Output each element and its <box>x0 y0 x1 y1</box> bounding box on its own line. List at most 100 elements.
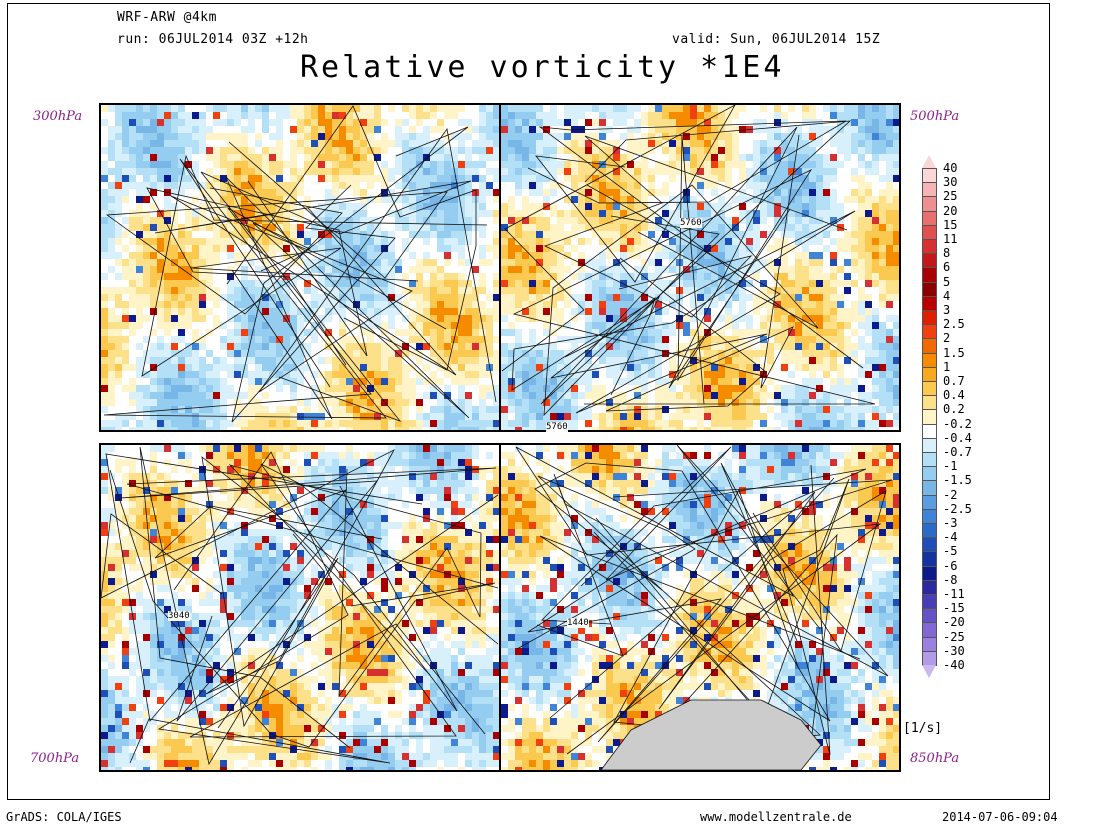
colorbar-swatch <box>922 608 937 624</box>
colorbar-tick-label: 6 <box>943 260 951 275</box>
country-border <box>146 180 368 366</box>
map-panel-700hpa <box>99 443 501 772</box>
colorbar-swatch <box>922 196 937 212</box>
valid-label: valid: Sun, 06JUL2014 15Z <box>672 32 881 47</box>
colorbar-swatch <box>922 508 937 524</box>
colorbar-swatch <box>922 224 937 240</box>
colorbar-tick-label: -11 <box>943 587 965 601</box>
colorbar-swatch <box>922 551 937 567</box>
colorbar-tick-label: -15 <box>943 601 965 616</box>
country-border <box>101 449 499 695</box>
country-border <box>527 477 893 743</box>
country-border <box>201 456 458 729</box>
country-border <box>225 176 470 420</box>
vorticity-field <box>501 105 899 430</box>
terrain-mask <box>600 699 822 770</box>
country-border <box>534 462 861 722</box>
country-border <box>103 158 447 419</box>
colorbar-swatch <box>922 409 937 425</box>
colorbar-swatch <box>922 253 937 269</box>
colorbar-tick-label: 0.2 <box>943 402 965 417</box>
colorbar-tick-label: -0.2 <box>943 416 972 431</box>
contour-label-850: 1440 <box>567 618 589 628</box>
country-border <box>511 210 856 396</box>
colorbar-swatch <box>922 295 937 311</box>
colorbar-swatch <box>922 594 937 610</box>
country-border <box>109 469 496 748</box>
colorbar-tick-label: -5 <box>943 544 958 559</box>
colorbar-tick-label: -30 <box>943 643 965 658</box>
map-panel-300hpa <box>99 103 501 432</box>
country-border <box>541 446 867 625</box>
colorbar-swatch <box>922 338 937 354</box>
country-border <box>540 120 852 405</box>
country-border <box>605 134 800 412</box>
colorbar-swatch <box>922 537 937 553</box>
colorbar-tick-label: -0.4 <box>943 430 972 445</box>
country-border <box>543 184 819 417</box>
colorbar-tick-label: 1 <box>943 359 951 374</box>
colorbar-tick-label: 30 <box>943 175 958 190</box>
footer-website: www.modellzentrale.de <box>700 810 852 824</box>
country-border <box>129 451 391 764</box>
colorbar-swatch <box>922 352 937 368</box>
colorbar-tick-label: 15 <box>943 217 958 232</box>
colorbar-swatch <box>922 281 937 297</box>
colorbar-tick-label: 5 <box>943 274 951 289</box>
country-border <box>501 105 736 372</box>
country-border <box>536 445 889 677</box>
unit-label: [1/s] <box>903 721 943 736</box>
colorbar-tick-label: -4 <box>943 530 958 545</box>
country-border <box>154 171 472 422</box>
vorticity-field <box>101 445 499 770</box>
colorbar-tick-label: -8 <box>943 572 958 587</box>
country-border <box>105 141 448 315</box>
colorbar-swatch <box>922 480 937 496</box>
colorbar-swatch <box>922 395 937 411</box>
colorbar-tick-label: 0.7 <box>943 374 965 388</box>
level-label-500: 500hPa <box>910 109 960 124</box>
colorbar-bottom-arrow <box>922 665 936 678</box>
colorbar-top-arrow <box>922 155 936 168</box>
colorbar-swatch <box>922 437 937 453</box>
colorbar-swatch <box>922 523 937 539</box>
colorbar-swatch <box>922 650 937 666</box>
map-panel-850hpa <box>499 443 901 772</box>
footer-timestamp: 2014-07-06-09:04 <box>942 810 1058 824</box>
colorbar-tick-label: -40 <box>943 658 965 672</box>
colorbar-tick-label: -2 <box>943 487 958 502</box>
map-panel-500hpa <box>499 103 901 432</box>
colorbar-tick-label: -1.5 <box>943 473 972 488</box>
run-label: run: 06JUL2014 03Z +12h <box>117 32 309 47</box>
colorbar-tick-label: -3 <box>943 516 958 530</box>
contour-label-700: 3040 <box>168 611 190 621</box>
colorbar-swatch <box>922 210 937 226</box>
colorbar-tick-label: 25 <box>943 189 958 204</box>
figure-frame <box>7 3 1050 800</box>
level-label-700: 700hPa <box>30 751 80 766</box>
colorbar-swatch <box>922 381 937 397</box>
page-title: Relative vorticity *1E4 <box>300 50 785 85</box>
colorbar-tick-label: 1.5 <box>943 345 965 360</box>
colorbar-swatch <box>922 310 937 326</box>
country-border <box>120 467 499 722</box>
colorbar-swatch <box>922 466 937 482</box>
country-border <box>226 105 477 371</box>
level-label-850: 850hPa <box>910 751 960 766</box>
contour-label-500b: 5760 <box>546 422 568 432</box>
colorbar-swatch <box>922 366 937 382</box>
colorbar-tick-label: -6 <box>943 558 958 573</box>
country-border <box>170 127 497 403</box>
vorticity-field <box>501 445 899 770</box>
colorbar-swatch <box>922 267 937 283</box>
colorbar-swatch <box>922 579 937 595</box>
colorbar-tick-label: 4 <box>943 288 951 303</box>
colorbar-tick-label: -2.5 <box>943 501 972 516</box>
colorbar-swatch <box>922 636 937 652</box>
colorbar-tick-label: 8 <box>943 246 951 261</box>
colorbar-tick-label: 11 <box>943 232 958 246</box>
colorbar-swatch <box>922 622 937 638</box>
colorbar-tick-label: -0.7 <box>943 445 972 459</box>
colorbar-swatch <box>922 182 937 198</box>
colorbar-swatch <box>922 324 937 340</box>
